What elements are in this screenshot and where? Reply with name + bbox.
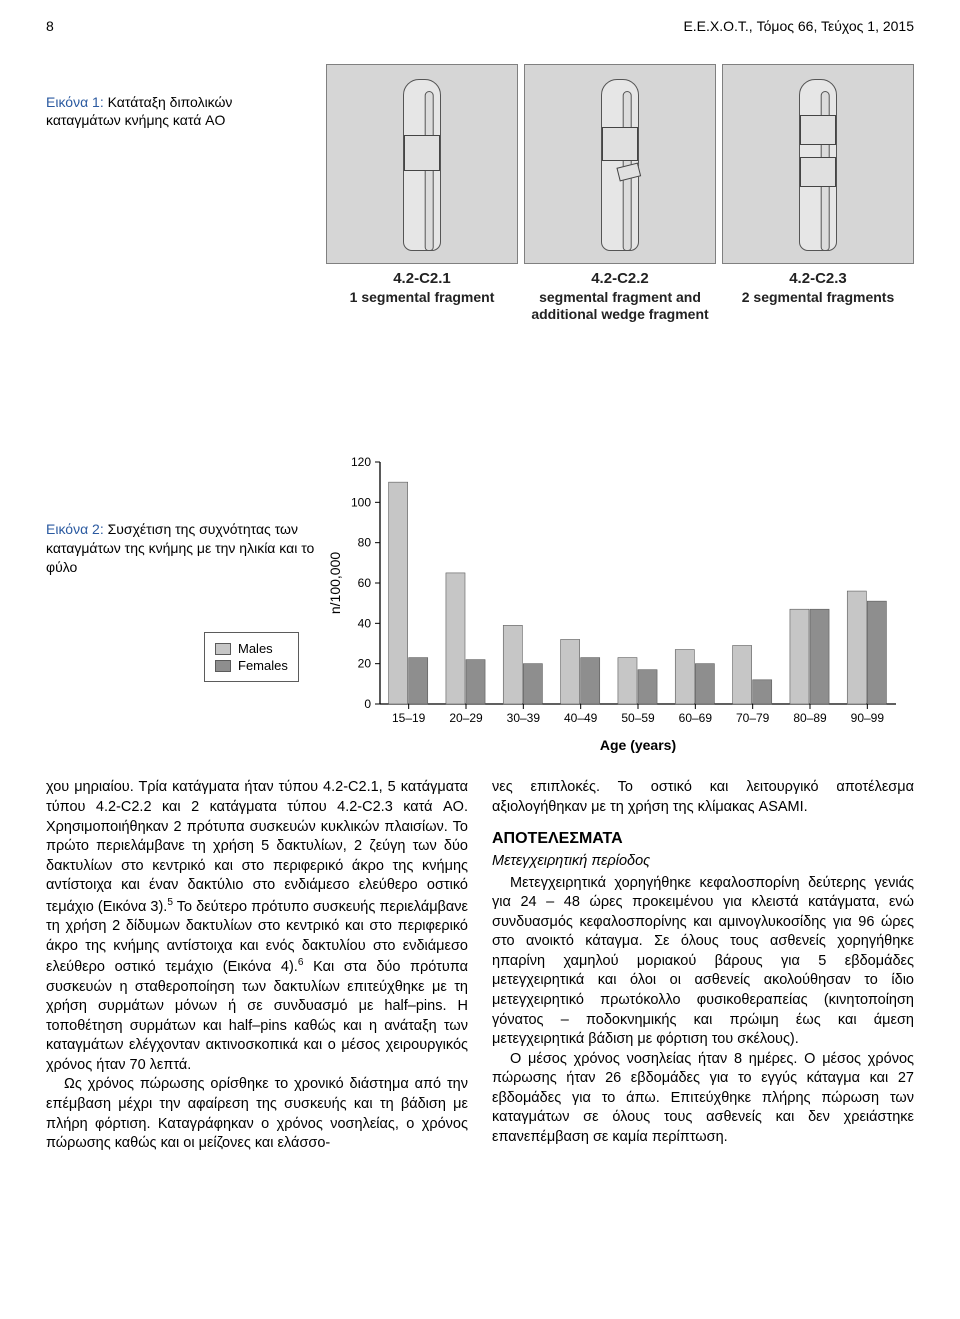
age-chart-svg: 0 20 40 60 80 100 120 n/100,000 15–19 20–29 30–39 4… [326, 450, 906, 760]
right-para1: νες επιπλοκές. Το οστικό και λειτουργικό… [492, 778, 914, 817]
left-para1a: χου μηριαίου. Τρία κατάγματα ήταν τύπου … [46, 779, 468, 914]
legend-label: Males [238, 641, 273, 656]
ao-desc: 2 segmental fragments [722, 289, 914, 306]
results-title: ΑΠΟΤΕΛΕΣΜΑΤΑ [492, 828, 914, 850]
figure-2-label: Εικόνα 2: [46, 521, 104, 537]
right-para3: Ο μέσος χρόνος νοσηλείας ήταν 8 ημέρες. … [492, 1050, 914, 1148]
ao-code: 4.2-C2.2 [524, 270, 716, 287]
legend-label: Females [238, 658, 288, 673]
chart-legend: Males Females [204, 632, 299, 682]
right-column: νες επιπλοκές. Το οστικό και λειτουργικό… [492, 778, 914, 1153]
left-para2: Ως χρόνος πώρωσης ορίσθηκε το χρονικό δι… [46, 1075, 468, 1153]
svg-text:n/100,000: n/100,000 [327, 552, 343, 614]
journal-ref: E.E.X.O.T., Τόμος 66, Τεύχος 1, 2015 [683, 18, 914, 34]
svg-text:15–19: 15–19 [392, 711, 426, 725]
legend-item: Males [215, 641, 288, 656]
legend-item: Females [215, 658, 288, 673]
ao-desc: segmental fragment and additional wedge … [524, 289, 716, 323]
body-text: χου μηριαίου. Τρία κατάγματα ήταν τύπου … [46, 778, 914, 1153]
ao-panel: 4.2-C2.2 segmental fragment and additiona… [524, 64, 716, 323]
bone-illustration [326, 64, 518, 264]
svg-text:20: 20 [358, 657, 372, 671]
svg-text:30–39: 30–39 [507, 711, 541, 725]
legend-swatch [215, 643, 231, 655]
ao-panels: 4.2-C2.1 1 segmental fragment 4.2-C2.2 segm… [326, 64, 914, 323]
svg-text:100: 100 [351, 496, 371, 510]
svg-text:80–89: 80–89 [793, 711, 827, 725]
svg-text:90–99: 90–99 [851, 711, 885, 725]
page-number: 8 [46, 18, 54, 34]
figure-1-caption: Εικόνα 1: Κατάταξη διπολικών καταγμάτων … [46, 93, 286, 131]
page-header: 8 E.E.X.O.T., Τόμος 66, Τεύχος 1, 2015 [46, 18, 914, 34]
left-para1c: Και στα δύο πρότυπα συσκευών η σταθεροπο… [46, 959, 468, 1073]
bone-illustration [524, 64, 716, 264]
ao-panel: 4.2-C2.1 1 segmental fragment [326, 64, 518, 323]
ao-code: 4.2-C2.3 [722, 270, 914, 287]
figure-2-row: Εικόνα 2: Συσχέτιση της συχνότητας των κ… [46, 450, 914, 760]
figure-1-label: Εικόνα 1: [46, 94, 104, 110]
ao-code: 4.2-C2.1 [326, 270, 518, 287]
right-para2: Μετεγχειρητικά χορηγήθηκε κεφαλοσπορίνη … [492, 874, 914, 1050]
svg-text:20–29: 20–29 [449, 711, 483, 725]
svg-text:70–79: 70–79 [736, 711, 770, 725]
bone-illustration [722, 64, 914, 264]
svg-text:80: 80 [358, 536, 372, 550]
legend-swatch [215, 660, 231, 672]
left-column: χου μηριαίου. Τρία κατάγματα ήταν τύπου … [46, 778, 468, 1153]
ao-desc: 1 segmental fragment [326, 289, 518, 306]
postop-subtitle: Μετεγχειρητική περίοδος [492, 852, 914, 872]
svg-text:0: 0 [364, 697, 371, 711]
svg-text:40–49: 40–49 [564, 711, 598, 725]
svg-text:120: 120 [351, 455, 371, 469]
age-chart: 0 20 40 60 80 100 120 n/100,000 15–19 20–29 30–39 4… [326, 450, 914, 760]
svg-text:40: 40 [358, 617, 372, 631]
left-para1: χου μηριαίου. Τρία κατάγματα ήταν τύπου … [46, 778, 468, 1075]
svg-text:60–69: 60–69 [679, 711, 713, 725]
svg-text:50–59: 50–59 [621, 711, 655, 725]
svg-text:Age (years): Age (years) [600, 737, 676, 753]
svg-text:60: 60 [358, 576, 372, 590]
figure-2-caption: Εικόνα 2: Συσχέτιση της συχνότητας των κ… [46, 450, 326, 577]
ao-panel: 4.2-C2.3 2 segmental fragments [722, 64, 914, 323]
